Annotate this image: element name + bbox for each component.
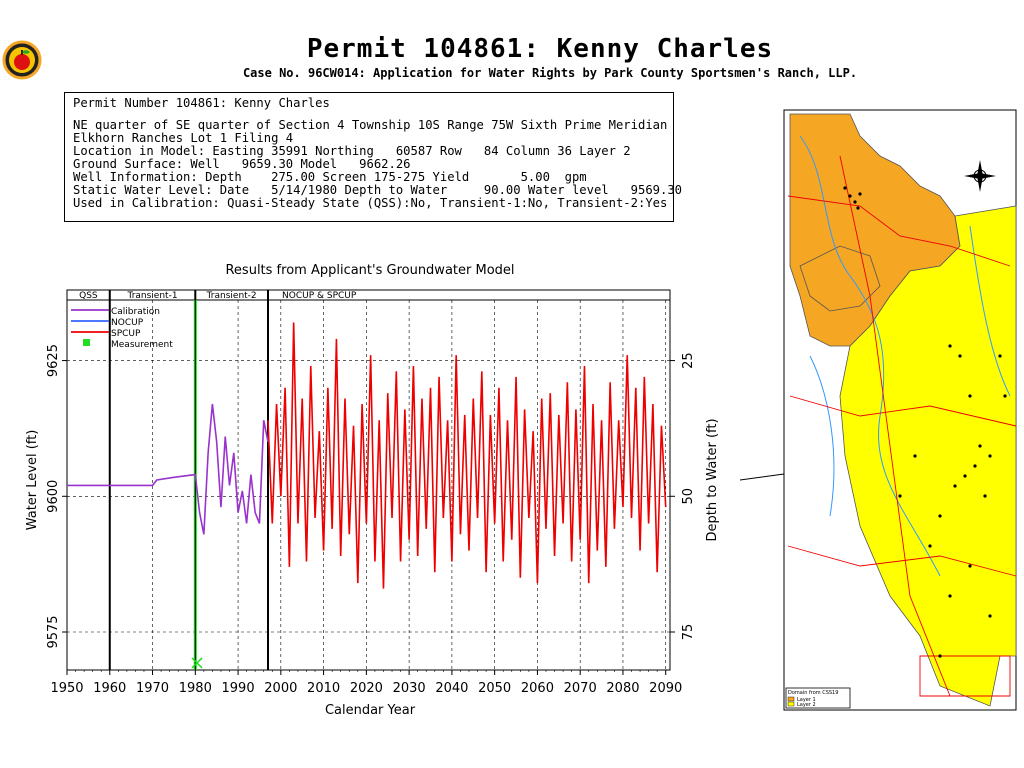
x-tick-label: 1960: [93, 681, 126, 696]
map-legend: Domain from CSS19 Layer 1 Layer 2: [785, 687, 851, 709]
y-tick-label: 9625: [46, 344, 61, 377]
x-tick-label: 2060: [521, 681, 554, 696]
well-pointer-line: [739, 473, 785, 481]
permit-info-box: Permit Number 104861: Kenny Charles NE q…: [64, 92, 683, 222]
water-level-chart: Results from Applicant's Groundwater Mod…: [25, 263, 720, 718]
x-tick-label: 2030: [393, 681, 426, 696]
map-legend-title: Domain from CSS19: [788, 690, 838, 696]
compass-rose-icon: [964, 160, 996, 192]
well-information: Well Information: Depth 275.00 Screen 17…: [73, 170, 587, 184]
period-label: QSS: [79, 291, 98, 301]
model-location: Location in Model: Easting 35991 Northin…: [73, 144, 631, 158]
period-label: Transient-2: [206, 291, 257, 301]
static-water-level: Static Water Level: Date 5/14/1980 Depth…: [73, 183, 683, 197]
chart-title: Results from Applicant's Groundwater Mod…: [225, 263, 514, 278]
legal-description: NE quarter of SE quarter of Section 4 To…: [73, 118, 668, 132]
legend-label: Calibration: [111, 307, 160, 317]
x-tick-label: 2010: [307, 681, 340, 696]
legend-label: Measurement: [111, 340, 173, 350]
x-tick-label: 2050: [478, 681, 511, 696]
measurement-point: [191, 657, 203, 669]
y-tick-label: 9600: [46, 480, 61, 513]
calibration-usage: Used in Calibration: Quasi-Steady State …: [73, 196, 668, 210]
y2-tick-label: 25: [681, 352, 696, 369]
y2-axis-label: Depth to Water (ft): [705, 418, 720, 541]
map-legend-layer1: Layer 1: [797, 697, 816, 703]
map-legend-layer2: Layer 2: [797, 702, 816, 708]
legend-label: NOCUP: [111, 318, 144, 328]
x-tick-label: 1970: [136, 681, 169, 696]
legend-marker-measurement: [83, 339, 90, 346]
x-tick-label: 2090: [649, 681, 682, 696]
apple-logo-icon: [2, 40, 42, 80]
legend-label: SPCUP: [111, 329, 141, 339]
x-tick-label: 2040: [435, 681, 468, 696]
period-label: NOCUP & SPCUP: [282, 291, 357, 301]
y2-tick-label: 75: [681, 624, 696, 641]
x-tick-label: 1980: [179, 681, 212, 696]
x-tick-label: 1990: [222, 681, 255, 696]
y-tick-label: 9575: [46, 615, 61, 648]
model-domain-map: Domain from CSS19 Layer 1 Layer 2: [739, 96, 1024, 736]
permit-number: Permit Number 104861: Kenny Charles: [73, 96, 330, 110]
page-title: Permit 104861: Kenny Charles: [306, 34, 774, 64]
y-axis-label: Water Level (ft): [25, 430, 40, 531]
y2-tick-label: 50: [681, 488, 696, 505]
x-tick-label: 2070: [564, 681, 597, 696]
subdivision: Elkhorn Ranches Lot 1 Filing 4: [73, 131, 294, 145]
ground-surface: Ground Surface: Well 9659.30 Model 9662.…: [73, 157, 411, 171]
x-tick-label: 2020: [350, 681, 383, 696]
x-axis-label: Calendar Year: [325, 703, 416, 718]
page-subtitle: Case No. 96CW014: Application for Water …: [242, 66, 858, 80]
x-tick-label: 1950: [50, 681, 83, 696]
spcup-series-line: [267, 322, 667, 589]
x-tick-label: 2000: [264, 681, 297, 696]
x-tick-label: 2080: [606, 681, 639, 696]
calibration-series-line: [67, 403, 269, 535]
plot-frame: [66, 289, 671, 671]
period-label: Transient-1: [127, 291, 178, 301]
